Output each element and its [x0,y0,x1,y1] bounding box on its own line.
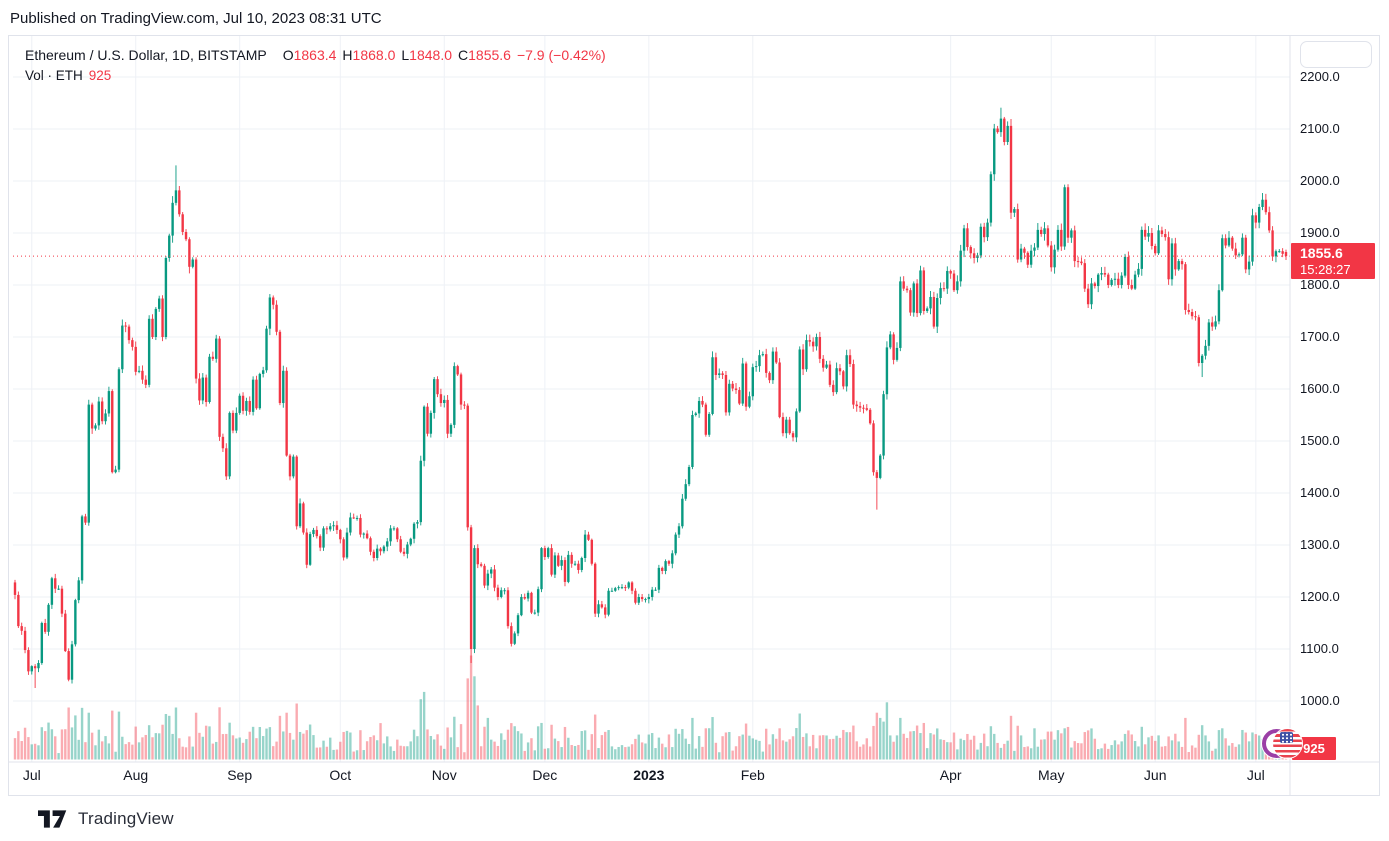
legend-row-volume: Vol · ETH 925 [25,68,606,83]
bar-countdown: 15:28:27 [1300,262,1351,277]
last-price-value: 1855.6 [1300,245,1343,261]
usd-flag-icon [1273,729,1302,758]
chart-canvas[interactable] [9,36,1379,795]
usd-flag-canton [1280,732,1293,743]
low-label: L [401,47,410,63]
legend-row-symbol: Ethereum / U.S. Dollar, 1D, BITSTAMP O186… [25,47,606,63]
high-label: H [342,47,353,63]
footer-brand[interactable]: TradingView [38,809,174,829]
logo-placeholder-box [1300,41,1372,68]
open-label: O [282,47,294,63]
volume-indicator-value: 925 [88,68,112,83]
close-label: C [458,47,469,63]
volume-axis-label: 925 [1292,737,1336,760]
volume-indicator-label[interactable]: Vol · ETH [25,68,83,83]
high-value: 1868.0 [352,47,396,63]
last-price-label: 1855.6 15:28:27 [1291,243,1375,279]
chart-widget: Ethereum / U.S. Dollar, 1D, BITSTAMP O186… [8,35,1380,796]
pair-logo [1262,729,1308,759]
symbol-title[interactable]: Ethereum / U.S. Dollar, 1D, BITSTAMP [25,47,267,63]
published-bar: Published on TradingView.com, Jul 10, 20… [10,10,382,27]
symbol-legend: Ethereum / U.S. Dollar, 1D, BITSTAMP O186… [25,47,606,83]
open-value: 1863.4 [293,47,337,63]
change-value: −7.9 (−0.42%) [516,47,606,63]
close-value: 1855.6 [468,47,511,63]
low-value: 1848.0 [409,47,452,63]
tradingview-wordmark: TradingView [78,809,174,828]
tradingview-logo-icon [38,810,67,828]
